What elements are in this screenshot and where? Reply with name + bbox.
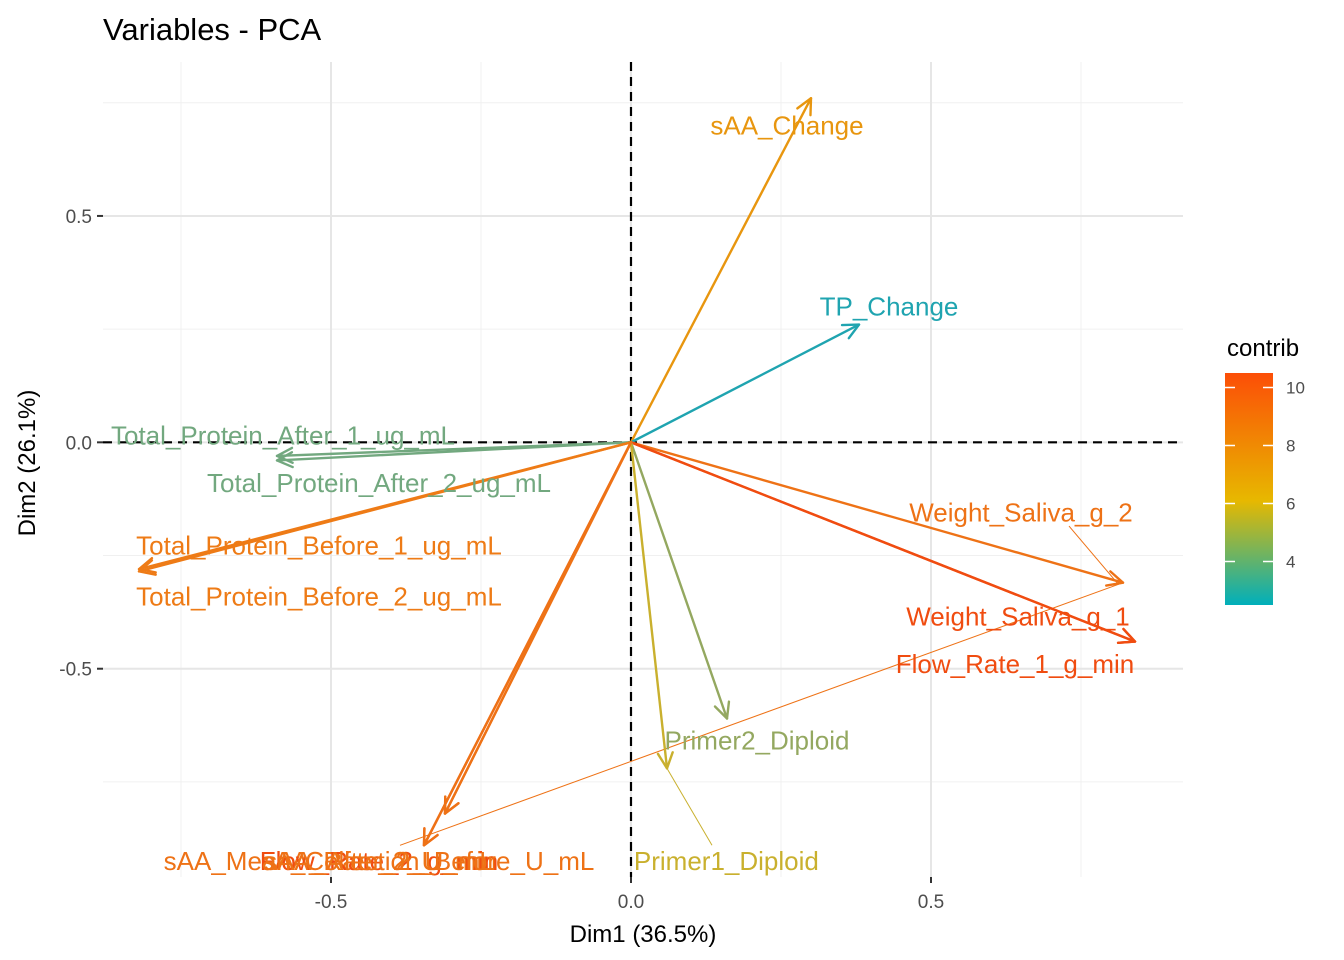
y-tick-label: 0.5 (66, 207, 92, 228)
variable-label: Primer1_Diploid (634, 846, 819, 876)
x-tick-label: -0.5 (315, 892, 348, 913)
arrowhead-Total_Protein_After_2_ug_mL (275, 451, 294, 469)
label-connector (1068, 525, 1118, 584)
contrib-legend: contrib 4 6 8 10 (1225, 335, 1305, 605)
legend-tick-label: 6 (1286, 495, 1295, 514)
arrow-Flow_Rate_1_g_min (629, 441, 1137, 643)
variable-label: Total_Protein_After_1_ug_mL (111, 421, 455, 451)
arrowhead-Weight_Saliva_g_2 (1105, 570, 1125, 587)
variable-label: sAA_After_2_U_mL (264, 846, 494, 876)
y-axis-title: Dim2 (26.1%) (14, 390, 41, 537)
variable-label: sAA_Change (710, 110, 863, 140)
arrowhead-sAA_Change (796, 97, 813, 117)
plot-panel: sAA_Change TP_Change Total_Protein_After_1… (103, 62, 1183, 877)
legend-ticks: 4 6 8 10 (1225, 379, 1305, 572)
variable-label: Weight_Saliva_g_1 (906, 602, 1130, 632)
arrowhead-sAA_After_2_U_mL (422, 827, 439, 847)
legend-title: contrib (1227, 335, 1299, 362)
x-tick-label: 0.0 (618, 892, 644, 913)
variable-label: Primer2_Diploid (665, 725, 850, 755)
variable-label: Flow_Rate_1_g_min (896, 649, 1134, 679)
variable-label: Flow_Rate_2_g_min (260, 846, 498, 876)
variable-label: Total_Protein_Before_2_ug_mL (136, 581, 502, 611)
variable-label: sAA_Rate_2_U_min (261, 846, 497, 876)
reference-lines (103, 62, 1183, 877)
variable-label: sAA_Mean_Collection_Before_U_mL (164, 846, 595, 876)
arrow-Primer2_Diploid (629, 441, 729, 720)
arrowhead-Primer2_Diploid (713, 700, 731, 720)
x-tick-label: 0.5 (918, 892, 944, 913)
x-axis: -0.5 0.0 0.5 (315, 877, 944, 913)
variable-label: TP_Change (820, 292, 959, 322)
label-connector (666, 768, 713, 846)
variable-label: Total_Protein_Before_1_ug_mL (136, 531, 502, 561)
arrow-Weight_Saliva_g_2 (629, 441, 1125, 584)
variable-arrows (137, 97, 1137, 847)
legend-tick-label: 10 (1286, 379, 1305, 398)
arrow-Total_Protein_Before_2_ug_mL (137, 441, 633, 573)
y-tick-label: -0.5 (59, 660, 92, 681)
y-axis: 0.5 0.0 -0.5 (59, 207, 103, 681)
legend-tick-label: 8 (1286, 437, 1295, 456)
variable-label: Total_Protein_After_2_ug_mL (207, 468, 551, 498)
repel-lines (399, 525, 1124, 846)
arrow-TP_Change (629, 323, 861, 444)
arrowhead-Flow_Rate_1_g_min (1116, 627, 1137, 645)
arrow-sAA_Change (629, 97, 813, 444)
arrow-Primer1_Diploid (629, 441, 669, 770)
arrow-sAA_Mean_Collection_Before_U_mL (443, 441, 633, 815)
x-axis-title: Dim1 (36.5%) (570, 921, 717, 948)
arrowhead-sAA_Mean_Collection_Before_U_mL (443, 795, 460, 815)
legend-colorbar (1225, 373, 1273, 605)
arrowhead-Total_Protein_Before_2_ug_mL (137, 559, 157, 576)
arrow-Total_Protein_After_2_ug_mL (275, 441, 633, 462)
variable-labels: sAA_Change TP_Change Total_Protein_After_1… (111, 110, 1134, 876)
y-tick-label: 0.0 (66, 433, 92, 454)
label-connector (399, 582, 1124, 846)
chart-title: Variables - PCA (103, 12, 322, 47)
arrowhead-Primer1_Diploid (656, 751, 674, 770)
arrowhead-Total_Protein_Before_1_ug_mL (137, 556, 157, 574)
variable-label: Weight_Saliva_g_2 (909, 498, 1133, 528)
arrowhead-TP_Change (840, 323, 861, 340)
legend-tick-label: 4 (1286, 553, 1295, 572)
